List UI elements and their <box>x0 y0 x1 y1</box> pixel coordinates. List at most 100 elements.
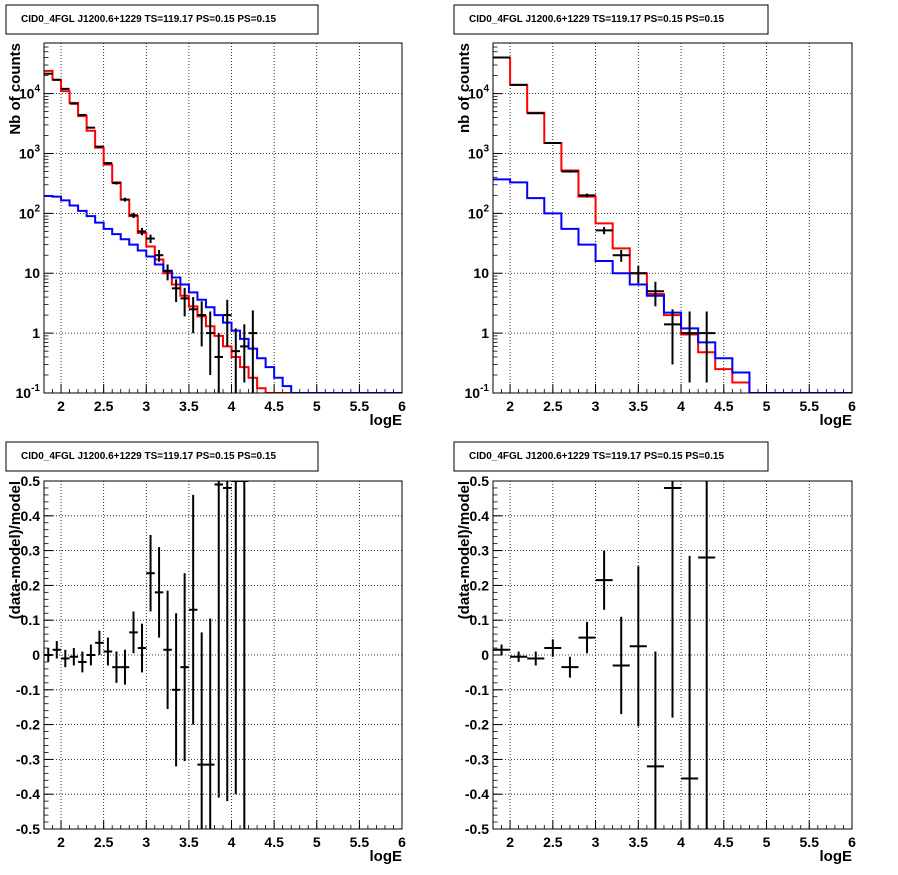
y-tick-label: -0.1 <box>465 682 489 698</box>
y-tick-label: -0.5 <box>16 821 40 837</box>
y-tick-label: 0.1 <box>21 612 41 628</box>
x-tick-label: 6 <box>398 834 406 850</box>
x-tick-label: 3.5 <box>629 398 649 414</box>
data-point <box>214 481 223 798</box>
chart-title: CID0_4FGL J1200.6+1229 TS=119.17 PS=0.15… <box>469 14 724 25</box>
y-tick-label: 10-1 <box>16 383 41 401</box>
data-point <box>223 481 232 802</box>
x-tick-label: 3 <box>592 834 600 850</box>
plot-area <box>493 481 716 829</box>
data-point <box>171 613 181 767</box>
data-point <box>95 145 104 148</box>
x-tick-label: 2 <box>506 398 514 414</box>
x-tick-label: 2.5 <box>94 398 114 414</box>
data-point <box>663 309 682 365</box>
data-point <box>188 297 198 334</box>
data-point <box>698 481 716 829</box>
data-point <box>129 611 138 654</box>
x-axis-label: logE <box>820 412 853 429</box>
data-point <box>612 616 630 715</box>
chart-title: CID0_4FGL J1200.6+1229 TS=119.17 PS=0.15… <box>21 451 276 462</box>
y-tick-label: 10 <box>24 265 40 281</box>
x-tick-label: 3 <box>142 398 150 414</box>
x-tick-label: 5.5 <box>350 834 370 850</box>
x-tick-label: 2 <box>506 834 514 850</box>
chart-panel-3: CID0_4FGL J1200.6+1229 TS=119.17 PS=0.15… <box>5 441 406 865</box>
x-tick-label: 4 <box>677 834 685 850</box>
data-point <box>154 250 164 262</box>
data-point <box>527 651 545 666</box>
data-point <box>129 212 138 219</box>
x-tick-label: 4.5 <box>714 398 734 414</box>
x-tick-label: 5 <box>313 398 321 414</box>
x-tick-label: 5 <box>763 834 771 850</box>
plot-area <box>44 481 249 829</box>
y-tick-label: 103 <box>468 143 490 161</box>
data-point <box>681 311 699 383</box>
data-point <box>78 113 87 116</box>
x-tick-label: 3 <box>592 398 600 414</box>
data-point <box>231 328 241 393</box>
data-point <box>137 227 147 236</box>
data-point <box>44 648 53 662</box>
data-point <box>544 639 562 657</box>
data-point <box>163 590 172 709</box>
x-tick-label: 3.5 <box>179 398 199 414</box>
data-point <box>663 481 682 718</box>
y-tick-label: -0.2 <box>16 717 40 733</box>
data-point <box>180 573 189 762</box>
x-tick-label: 3 <box>142 834 150 850</box>
data-point <box>527 112 545 115</box>
x-axis-label: logE <box>370 848 403 865</box>
data-point <box>171 279 181 303</box>
y-axis-label: Nb of counts <box>7 43 24 135</box>
y-axis-label: (data-model)/model <box>456 481 473 619</box>
plot-area <box>44 69 402 393</box>
data-point <box>120 649 130 685</box>
y-tick-label: 104 <box>19 84 41 102</box>
chart-title-box <box>5 441 319 472</box>
data-point <box>578 621 596 654</box>
chart-panel-1: CID0_4FGL J1200.6+1229 TS=119.17 PS=0.15… <box>5 4 406 429</box>
y-tick-label: 104 <box>468 84 490 102</box>
data-point <box>69 648 79 666</box>
data-point <box>646 281 664 307</box>
data-point <box>612 249 630 262</box>
y-tick-label: -0.1 <box>16 682 40 698</box>
plot-frame <box>492 42 853 394</box>
y-tick-label: 0.4 <box>470 508 490 524</box>
y-tick-label: -0.2 <box>465 717 489 733</box>
x-tick-label: 2.5 <box>94 834 114 850</box>
x-tick-label: 4 <box>228 834 236 850</box>
y-tick-label: 0.4 <box>21 508 41 524</box>
y-tick-label: 0 <box>32 647 40 663</box>
data-point <box>146 234 155 244</box>
y-axis-label: nb of counts <box>456 43 473 133</box>
x-tick-label: 5 <box>763 398 771 414</box>
x-tick-label: 5.5 <box>800 398 820 414</box>
y-tick-label: 102 <box>19 203 41 221</box>
data-point <box>154 547 164 638</box>
data-point <box>698 311 716 383</box>
chart-panel-2: CID0_4FGL J1200.6+1229 TS=119.17 PS=0.15… <box>453 4 856 429</box>
data-point <box>180 287 189 317</box>
chart-panel-4: CID0_4FGL J1200.6+1229 TS=119.17 PS=0.15… <box>453 441 856 865</box>
y-tick-label: 0.2 <box>21 577 41 593</box>
x-tick-label: 3.5 <box>629 834 649 850</box>
x-tick-label: 5.5 <box>800 834 820 850</box>
y-tick-label: 10-1 <box>465 383 490 401</box>
x-axis-label: logE <box>370 412 403 429</box>
data-point <box>146 534 155 612</box>
data-point <box>248 310 258 393</box>
plot-frame <box>43 42 403 394</box>
data-point <box>197 632 206 829</box>
y-tick-label: 1 <box>32 325 40 341</box>
chart-title: CID0_4FGL J1200.6+1229 TS=119.17 PS=0.15… <box>21 14 276 25</box>
x-tick-label: 3.5 <box>179 834 199 850</box>
y-tick-label: 102 <box>468 203 490 221</box>
data-point <box>69 102 79 105</box>
data-point <box>223 299 232 347</box>
data-point <box>86 126 96 129</box>
model-total-line <box>44 69 402 393</box>
plot-area <box>493 56 852 393</box>
